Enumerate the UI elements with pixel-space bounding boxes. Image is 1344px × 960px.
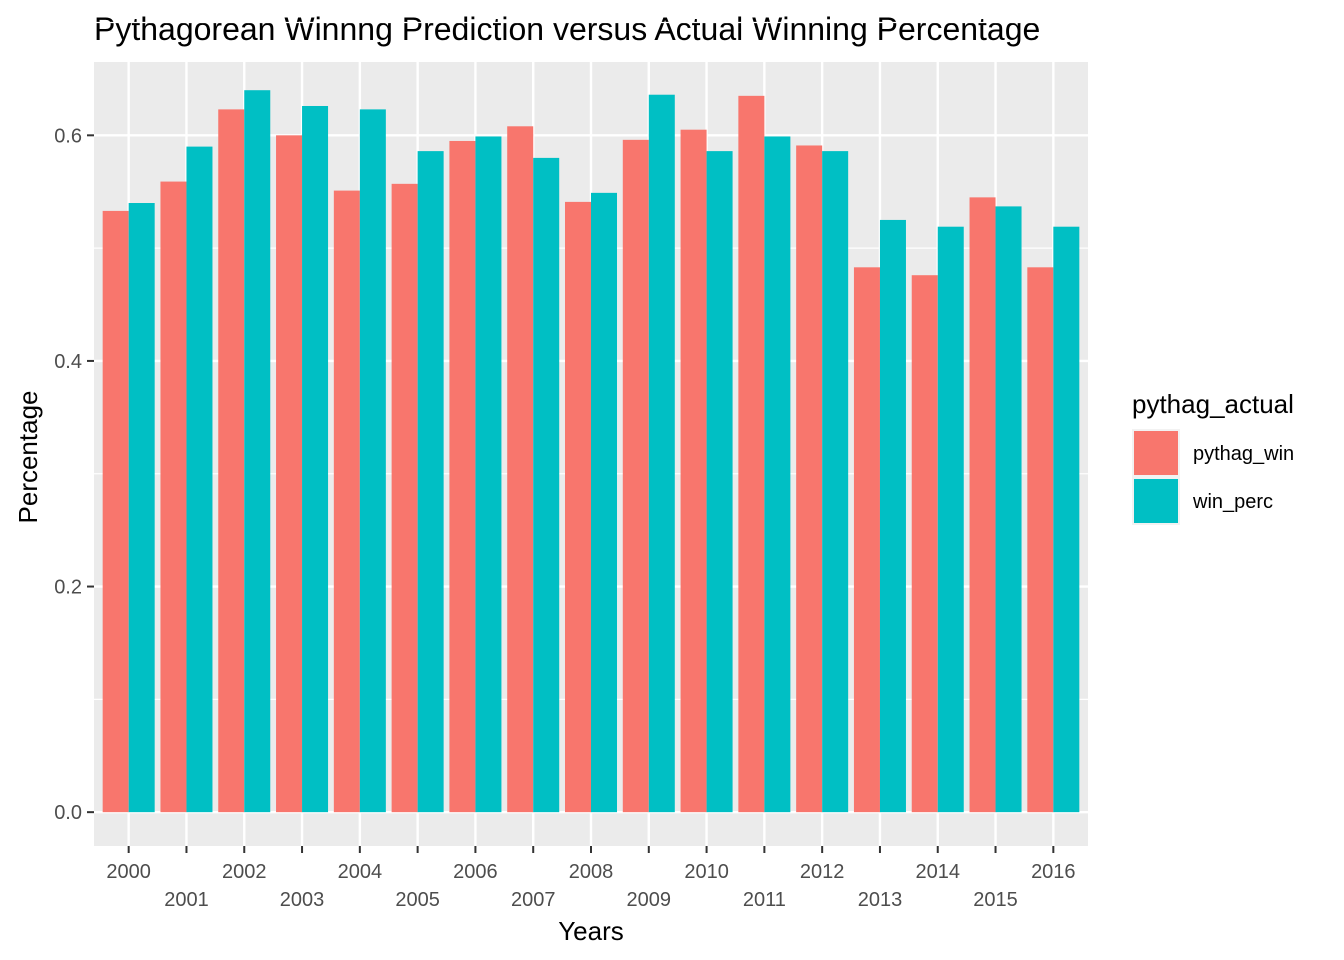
bar-pythag_win-2012: [796, 145, 823, 813]
x-tick-label: 2001: [164, 889, 209, 911]
x-tick-label: 2003: [280, 889, 325, 911]
legend-swatch-win_perc: [1134, 479, 1178, 523]
bar-pythag_win-2005: [391, 183, 418, 813]
x-tick-label: 2009: [627, 889, 672, 911]
x-tick-label: 2000: [106, 861, 151, 883]
x-tick-label: 2002: [222, 861, 267, 883]
bar-pythag_win-2015: [969, 197, 996, 813]
x-tick-label: 2015: [973, 889, 1018, 911]
legend: pythag_actual pythag_win win_perc: [1132, 389, 1294, 525]
bar-pythag_win-2008: [564, 201, 591, 813]
bar-win_perc-2015: [995, 206, 1022, 813]
bars: [102, 90, 1080, 813]
bar-pythag_win-2007: [507, 126, 534, 813]
bar-pythag_win-2016: [1027, 267, 1054, 813]
bar-win_perc-2009: [648, 94, 675, 813]
bar-pythag_win-2004: [333, 190, 360, 813]
x-tick-label: 2013: [858, 889, 903, 911]
bar-win_perc-2000: [128, 203, 155, 813]
bar-pythag_win-2003: [276, 135, 303, 813]
bar-pythag_win-2010: [680, 129, 707, 813]
bar-pythag_win-2011: [738, 95, 765, 813]
x-tick-label: 2006: [453, 861, 498, 883]
y-axis: 0.0 0.2 0.4 0.6: [54, 125, 94, 824]
y-tick-label: 0.2: [54, 577, 82, 599]
bar-pythag_win-2013: [853, 267, 880, 813]
x-tick-label: 2011: [743, 889, 786, 911]
bar-win_perc-2014: [937, 226, 964, 813]
bar-win_perc-2016: [1053, 226, 1080, 813]
legend-label-win_perc: win_perc: [1192, 491, 1273, 513]
bar-win_perc-2011: [764, 136, 791, 813]
x-axis-title: Years: [558, 916, 624, 946]
bar-win_perc-2013: [879, 219, 906, 813]
x-axis: 2000 2001 2002 2003 2004 2005 2006 2007 2008 2009…: [106, 846, 1076, 911]
legend-title: pythag_actual: [1132, 389, 1294, 419]
bar-pythag_win-2001: [160, 181, 187, 813]
bar-pythag_win-2000: [102, 210, 129, 813]
x-tick-label: 2016: [1031, 861, 1076, 883]
legend-items: pythag_win win_perc: [1132, 429, 1294, 525]
bar-pythag_win-2002: [218, 109, 245, 813]
bar-pythag_win-2006: [449, 140, 476, 813]
y-axis-title: Percentage: [13, 391, 43, 524]
legend-swatch-pythag_win: [1134, 431, 1178, 475]
y-tick-label: 0.4: [54, 351, 82, 373]
bar-win_perc-2010: [706, 151, 733, 813]
x-tick-label: 2008: [569, 861, 614, 883]
x-tick-label: 2010: [684, 861, 729, 883]
bar-win_perc-2008: [591, 192, 618, 813]
x-tick-label: 2007: [511, 889, 556, 911]
x-tick-label: 2004: [338, 861, 383, 883]
bar-win_perc-2007: [533, 157, 560, 813]
bar-pythag_win-2014: [911, 275, 938, 813]
y-tick-label: 0.0: [54, 802, 82, 824]
x-tick-label: 2005: [395, 889, 440, 911]
bar-win_perc-2002: [244, 90, 271, 813]
legend-label-pythag_win: pythag_win: [1193, 443, 1294, 465]
bar-win_perc-2003: [302, 105, 329, 813]
x-tick-label: 2012: [800, 861, 845, 883]
bar-win_perc-2004: [359, 109, 386, 813]
x-tick-label: 2014: [915, 861, 960, 883]
bar-win_perc-2005: [417, 151, 444, 813]
chart-title: Pythagorean Winnng Prediction versus Act…: [94, 11, 1040, 47]
y-tick-label: 0.6: [54, 125, 82, 147]
bar-win_perc-2012: [822, 151, 849, 813]
bar-pythag_win-2009: [622, 139, 649, 813]
bar-win_perc-2006: [475, 136, 502, 813]
bar-win_perc-2001: [186, 146, 213, 813]
